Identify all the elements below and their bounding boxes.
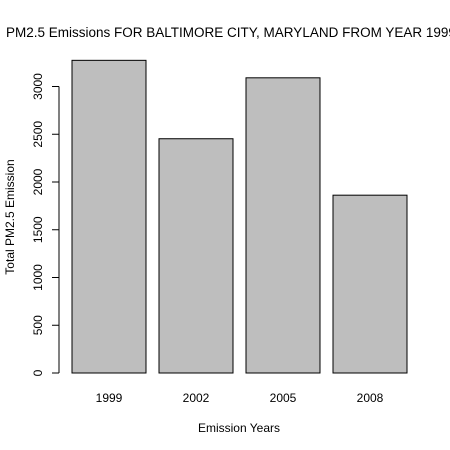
bar-2002 [158,138,234,374]
x-tick-label-2002: 2002 [183,391,210,405]
y-axis-label: Total PM2.5 Emission [3,159,17,274]
y-tick-label-2500: 2500 [31,121,45,148]
y-tick-label-0: 0 [31,369,45,376]
bar-2008 [332,194,408,374]
x-tick-labels: 1999 2002 2005 2008 [96,391,384,405]
x-tick-label-1999: 1999 [96,391,123,405]
y-tick-label-1000: 1000 [31,264,45,291]
bar-2005 [245,77,321,374]
x-axis-label: Emission Years [198,421,280,435]
y-tick-label-3000: 3000 [31,73,45,100]
chart-title: PM2.5 Emissions FOR BALTIMORE CITY, MARY… [6,25,450,40]
bars-group [71,59,408,374]
bar-1999 [71,59,147,374]
x-tick-label-2008: 2008 [357,391,384,405]
x-tick-label-2005: 2005 [270,391,297,405]
y-tick-label-2000: 2000 [31,168,45,195]
y-tick-label-1500: 1500 [31,216,45,243]
y-axis: 0 500 1000 1500 2000 2500 3000 [31,73,60,376]
y-tick-label-500: 500 [31,315,45,335]
